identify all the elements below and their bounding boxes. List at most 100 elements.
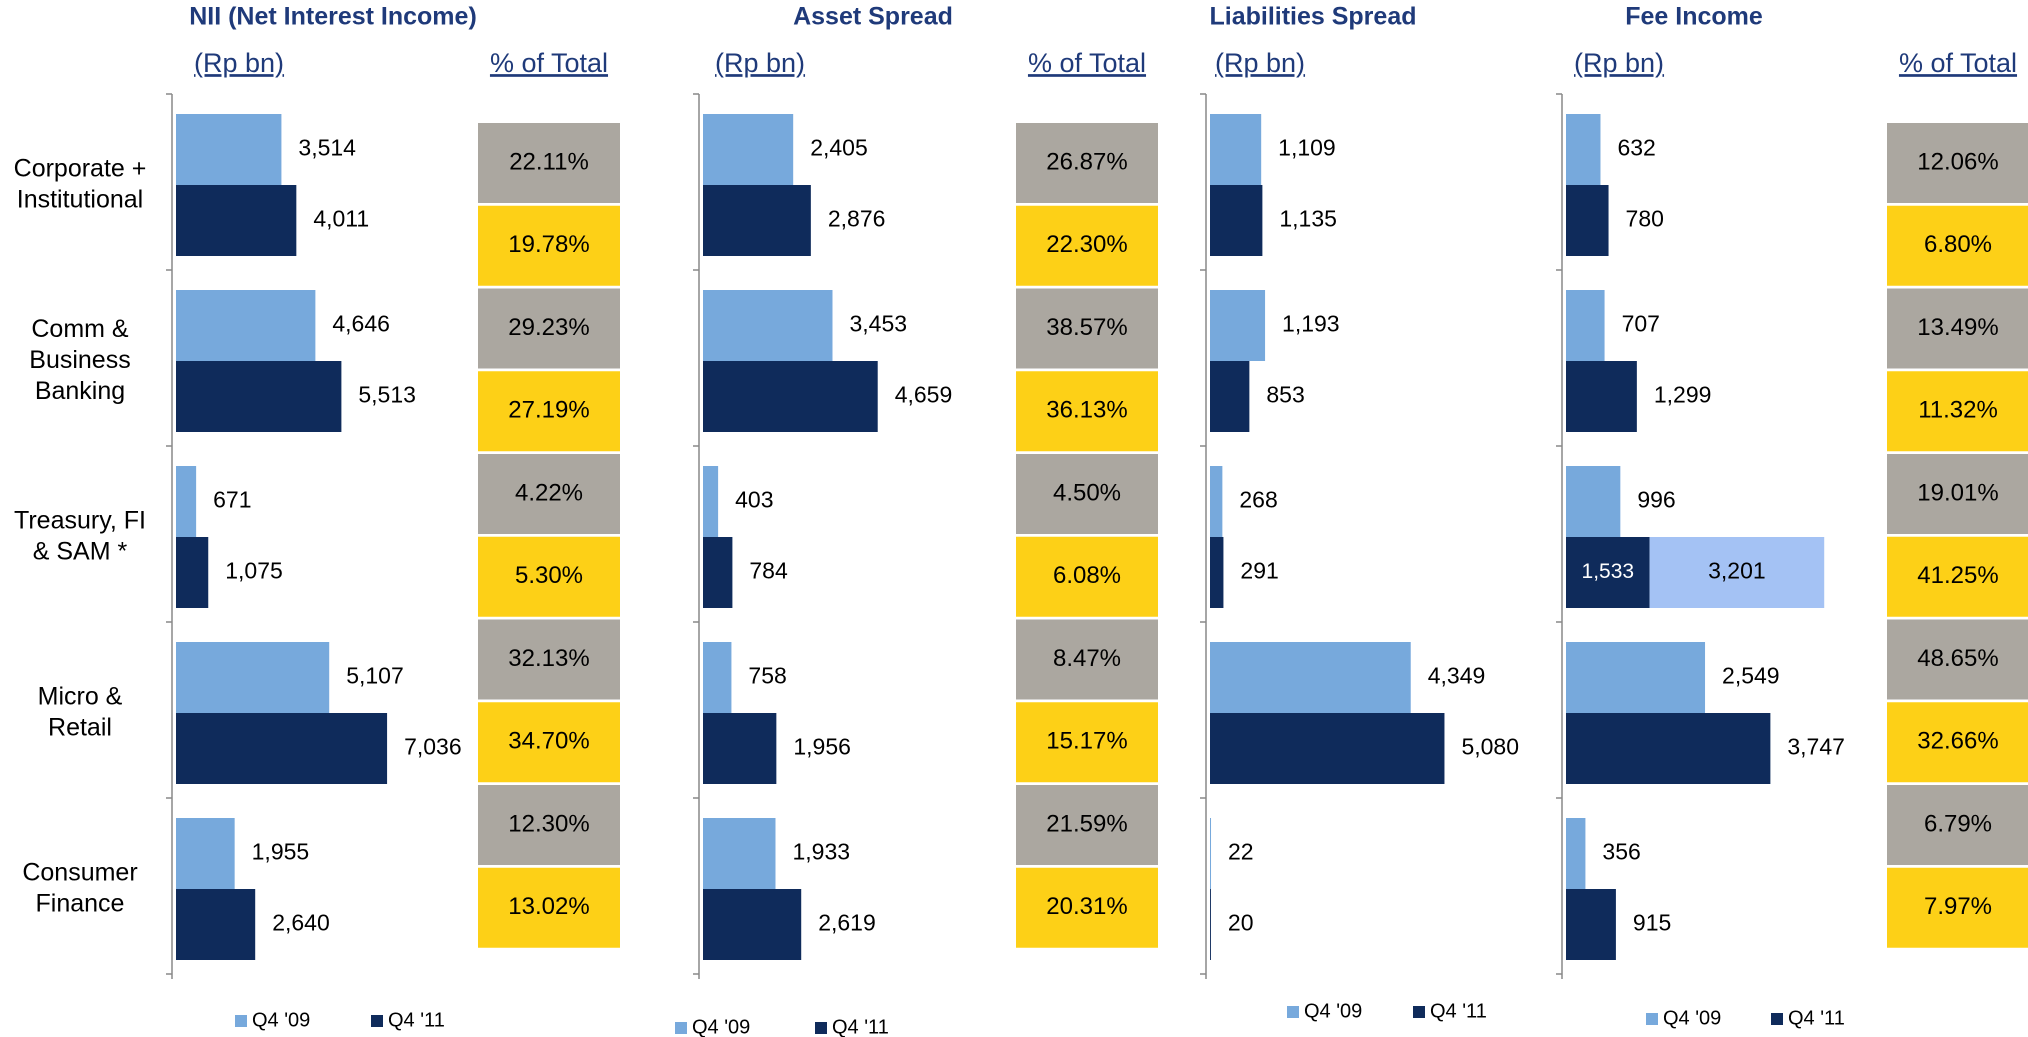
bar [1566,114,1601,185]
share-label: 26.87% [1046,148,1127,175]
legend-swatch [1771,1013,1783,1025]
bar [176,185,297,256]
chart-title: Asset Spread [793,3,953,31]
value-label: 996 [1637,487,1675,513]
share-label: 19.01% [1917,479,1998,506]
bar [1210,642,1411,713]
legend-swatch [235,1015,247,1027]
legend-label: Q4 '11 [832,1016,889,1037]
bar [1566,290,1605,361]
value-label: 784 [749,558,788,584]
share-box [1016,371,1158,452]
bar [176,889,256,960]
share-box [1016,288,1158,369]
share-label: 12.06% [1917,148,1998,175]
category-label: Consumer Finance [22,858,137,917]
value-label: 632 [1617,135,1655,161]
bar [1210,537,1224,608]
value-label: 3,747 [1787,734,1845,760]
value-label: 671 [213,487,251,513]
value-label: 5,107 [346,663,404,689]
share-label: 6.08% [1053,562,1121,589]
share-header: % of Total [490,48,608,78]
value-label: 2,619 [818,910,876,936]
bar [703,290,833,361]
value-label: 1,109 [1278,135,1336,161]
share-box [1887,123,2028,203]
value-label: 780 [1626,206,1664,232]
value-label: 3,514 [298,135,356,161]
value-label: 2,405 [810,135,868,161]
bar [1210,361,1250,432]
value-label: 5,080 [1461,734,1519,760]
share-box [1016,867,1158,948]
bar [1566,818,1586,889]
share-box [478,288,620,369]
category-label: Treasury, FI & SAM * [14,506,146,565]
share-label: 13.49% [1917,314,1998,341]
share-box [1016,123,1158,203]
bar [1210,114,1262,185]
bar [1210,290,1266,361]
value-label: 4,349 [1428,663,1486,689]
share-label: 27.19% [508,397,589,424]
share-label: 34.70% [508,728,589,755]
share-label: 19.78% [508,231,589,258]
bar [703,466,719,537]
share-box [1887,454,2028,534]
legend-label: Q4 '09 [692,1016,750,1037]
bar [176,361,342,432]
share-label: 7.97% [1924,893,1992,920]
bar [703,818,776,889]
value-label: 1,075 [225,558,283,584]
bar [1566,185,1609,256]
legend-swatch [1646,1013,1658,1025]
unit-label: (Rp bn) [1574,48,1664,78]
chart-title: Fee Income [1625,3,1763,31]
value-label: 5,513 [358,382,416,408]
value-label: 403 [735,487,773,513]
bar [703,185,811,256]
share-box [1016,454,1158,534]
share-label: 5.30% [515,562,583,589]
bar [176,537,209,608]
share-box [478,785,620,865]
value-label: 853 [1266,382,1304,408]
share-label: 4.22% [515,479,583,506]
share-box [1887,371,2028,452]
unit-label: (Rp bn) [1215,48,1305,78]
share-label: 41.25% [1917,562,1998,589]
share-label: 4.50% [1053,479,1121,506]
share-box [478,702,620,783]
value-label: 7,036 [404,734,462,760]
share-label: 29.23% [508,314,589,341]
share-label: 21.59% [1046,810,1127,837]
share-label: 48.65% [1917,645,1998,672]
value-label: 4,659 [895,382,953,408]
category-label: Corporate + Institutional [14,154,147,213]
value-label: 915 [1633,910,1671,936]
share-label: 36.13% [1046,397,1127,424]
chart-title: NII (Net Interest Income) [189,3,477,31]
category-label: Micro & Retail [38,682,123,741]
share-label: 22.11% [509,148,589,175]
share-label: 6.79% [1924,810,1992,837]
share-label: 13.02% [508,893,589,920]
bar [1210,466,1223,537]
bar [176,818,235,889]
bar [703,889,802,960]
legend-swatch [815,1022,827,1034]
unit-label: (Rp bn) [194,48,284,78]
share-box [478,205,620,286]
legend-swatch [371,1015,383,1027]
share-box [1016,619,1158,700]
share-header: % of Total [1899,48,2017,78]
value-label: 707 [1622,311,1660,337]
bar [1566,361,1637,432]
share-label: 32.66% [1917,728,1998,755]
value-label: 20 [1228,910,1254,936]
unit-label: (Rp bn) [715,48,805,78]
share-box [1887,536,2028,617]
bar [1566,642,1706,713]
value-label: 2,549 [1722,663,1780,689]
